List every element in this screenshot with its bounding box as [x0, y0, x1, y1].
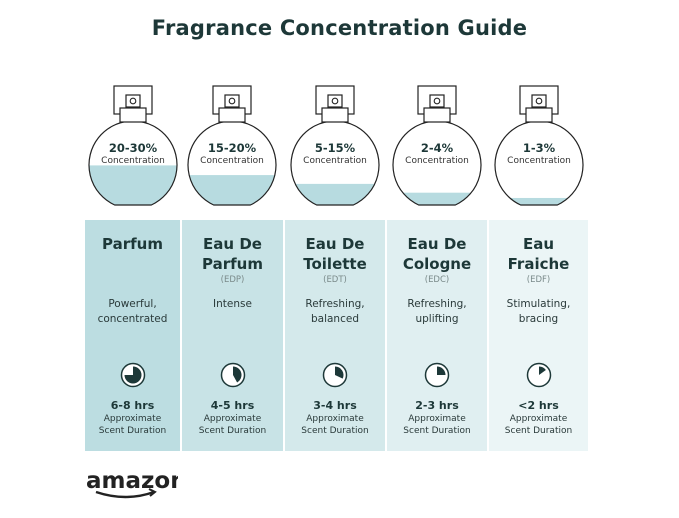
- clock-fill: [335, 366, 344, 379]
- clock-fill: [538, 366, 546, 375]
- concentration-label: Concentration: [101, 156, 165, 166]
- liquid-fill: [290, 183, 380, 205]
- type-name-line: Eau De: [305, 235, 365, 253]
- card-0: Parfum Powerful, concentrated 6-8 hrs App…: [85, 220, 180, 451]
- bottle-4: 1-3% Concentration: [489, 84, 589, 209]
- liquid-fill: [187, 175, 277, 205]
- duration-label-line: Scent Duration: [403, 426, 471, 436]
- type-name: Eau De Toilette: [285, 234, 385, 274]
- duration-label-line: Approximate: [408, 414, 466, 424]
- duration-label-line: Scent Duration: [504, 426, 573, 436]
- type-name: Eau Fraiche: [489, 234, 588, 274]
- duration-label: Approximate Scent Duration: [387, 413, 487, 437]
- type-name-line: Eau De: [203, 235, 262, 253]
- type-name: Parfum: [85, 234, 180, 254]
- type-description: Intense: [182, 297, 283, 312]
- description-line: balanced: [310, 313, 359, 325]
- description-line: Intense: [213, 298, 252, 310]
- type-name: Eau De Parfum: [182, 234, 283, 274]
- concentration-label: Concentration: [507, 156, 571, 166]
- concentration-label: Concentration: [200, 156, 264, 166]
- type-abbreviation: (EDF): [526, 275, 551, 285]
- duration-label-line: Scent Duration: [301, 426, 369, 436]
- concentration-percent: 20-30%: [108, 141, 158, 155]
- duration-label-line: Approximate: [103, 414, 162, 424]
- type-description: Refreshing, uplifting: [387, 297, 487, 327]
- duration-label-line: Scent Duration: [198, 426, 267, 436]
- type-abbreviation: (EDT): [323, 275, 347, 285]
- type-abbreviation: (EDC): [424, 275, 450, 285]
- description-line: concentrated: [97, 313, 168, 325]
- liquid-fill: [494, 197, 584, 205]
- description-line: bracing: [518, 313, 559, 325]
- duration-label: Approximate Scent Duration: [285, 413, 385, 437]
- bottle-0: 20-30% Concentration: [83, 84, 183, 209]
- clock-icon: [322, 362, 348, 388]
- concentration-percent: 15-20%: [207, 141, 257, 155]
- type-name-line: Cologne: [402, 255, 472, 273]
- concentration-percent: 2-4%: [420, 141, 454, 155]
- clock-icon: [424, 362, 450, 388]
- description-line: Stimulating,: [506, 298, 571, 310]
- type-description: Stimulating, bracing: [489, 297, 588, 327]
- duration-label-line: Approximate: [203, 414, 262, 424]
- liquid-fill: [392, 192, 482, 205]
- scent-duration: 6-8 hrs: [110, 399, 155, 412]
- clock-icon: [120, 362, 145, 388]
- duration-label-line: Approximate: [306, 414, 364, 424]
- page-title: Fragrance Concentration Guide: [151, 16, 528, 40]
- type-name-line: Toilette: [303, 255, 367, 273]
- type-name: Eau De Cologne: [387, 234, 487, 274]
- scent-duration: <2 hrs: [518, 399, 559, 412]
- svg-text:amazon: amazon: [86, 468, 178, 494]
- clock-fill: [437, 366, 446, 375]
- clock-fill: [232, 366, 241, 383]
- scent-duration: 4-5 hrs: [210, 399, 255, 412]
- clock-icon: [220, 362, 245, 388]
- type-name-line: Fraiche: [507, 255, 570, 273]
- scent-duration: 2-3 hrs: [415, 399, 459, 412]
- description-line: uplifting: [415, 313, 459, 325]
- description-line: Powerful,: [108, 298, 157, 310]
- liquid-fill: [88, 165, 178, 205]
- duration-label-line: Approximate: [509, 414, 568, 424]
- type-name-line: Parfum: [102, 235, 163, 253]
- card-2: Eau De Toilette (EDT) Refreshing, balanced…: [285, 220, 385, 451]
- scent-duration: 3-4 hrs: [313, 399, 357, 412]
- bottle-2: 5-15% Concentration: [285, 84, 385, 209]
- type-abbreviation: (EDP): [220, 275, 245, 285]
- clock-icon: [526, 362, 551, 388]
- type-name-line: Parfum: [202, 255, 263, 273]
- type-name-line: Eau De: [407, 235, 467, 253]
- description-line: Refreshing,: [407, 298, 467, 310]
- concentration-percent: 5-15%: [314, 141, 356, 155]
- type-description: Powerful, concentrated: [85, 297, 180, 327]
- card-4: Eau Fraiche (EDF) Stimulating, bracing <2 …: [489, 220, 588, 451]
- duration-label: Approximate Scent Duration: [489, 413, 588, 437]
- description-line: Refreshing,: [305, 298, 365, 310]
- type-description: Refreshing, balanced: [285, 297, 385, 327]
- concentration-percent: 1-3%: [522, 141, 556, 155]
- bottle-3: 2-4% Concentration: [387, 84, 487, 209]
- clock-fill: [124, 366, 141, 384]
- card-1: Eau De Parfum (EDP) Intense 4-5 hrs Appro…: [182, 220, 283, 451]
- amazon-logo: amazon: [86, 468, 178, 499]
- concentration-label: Concentration: [405, 156, 469, 166]
- duration-label: Approximate Scent Duration: [85, 413, 180, 437]
- duration-label: Approximate Scent Duration: [182, 413, 283, 437]
- card-3: Eau De Cologne (EDC) Refreshing, uplifting…: [387, 220, 487, 451]
- type-name-line: Eau: [522, 235, 555, 253]
- duration-label-line: Scent Duration: [98, 426, 167, 436]
- bottle-1: 15-20% Concentration: [182, 84, 282, 209]
- concentration-label: Concentration: [303, 156, 367, 166]
